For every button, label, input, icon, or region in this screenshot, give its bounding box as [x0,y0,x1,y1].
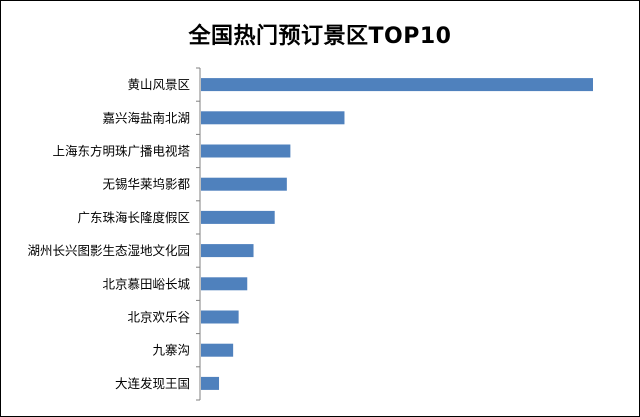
bar [201,78,593,92]
category-label: 湖州长兴图影生态湿地文化园 [27,243,190,258]
category-label: 九寨沟 [152,343,190,358]
category-label: 无锡华莱坞影都 [102,177,190,192]
category-label: 北京慕田峪长城 [102,276,190,291]
bar [201,244,254,258]
bar [201,277,248,291]
bar [201,144,291,158]
bar [201,210,275,224]
category-label: 嘉兴海盐南北湖 [102,110,190,125]
category-label: 黄山风景区 [127,77,190,92]
category-label: 北京欢乐谷 [127,310,190,325]
category-label: 大连发现王国 [115,376,190,391]
category-label: 上海东方明珠广播电视塔 [52,144,190,159]
bar [201,111,345,125]
bar [201,376,220,390]
category-label: 广东珠海长隆度假区 [77,210,190,225]
bar [201,177,287,191]
chart-title: 全国热门预订景区TOP10 [188,24,452,49]
bar [201,310,239,324]
bar [201,343,234,357]
